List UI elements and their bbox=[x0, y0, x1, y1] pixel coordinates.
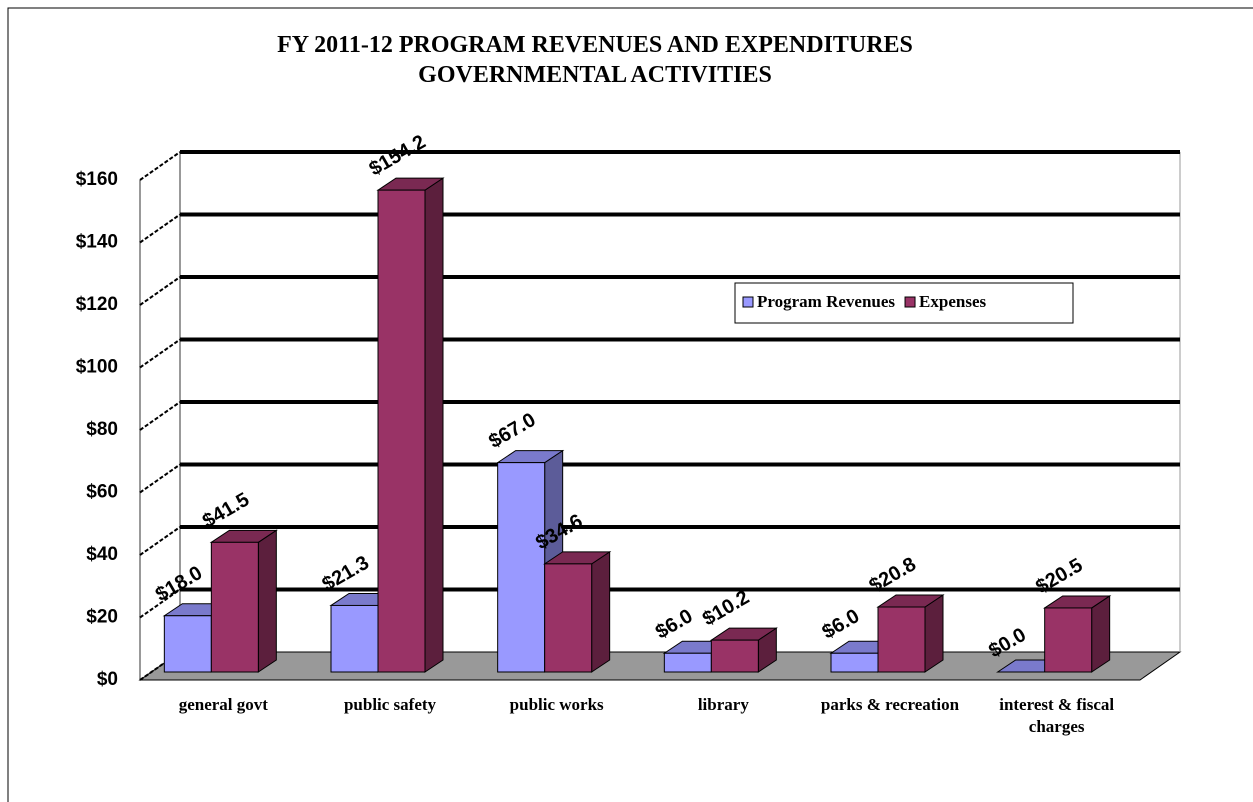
tick-mark bbox=[139, 151, 181, 181]
value-label: $6.0 bbox=[819, 605, 864, 644]
tick-mark bbox=[139, 463, 181, 494]
chart-title: FY 2011-12 PROGRAM REVENUES AND EXPENDIT… bbox=[277, 32, 913, 88]
bar bbox=[710, 639, 759, 673]
y-tick-label: $120 bbox=[76, 294, 118, 315]
legend-label: Expenses bbox=[919, 292, 986, 311]
tick-mark bbox=[139, 338, 181, 369]
bar bbox=[497, 462, 546, 673]
y-tick-label: $80 bbox=[86, 419, 118, 440]
value-label: $6.0 bbox=[652, 605, 697, 644]
y-tick-label: $100 bbox=[76, 357, 118, 378]
bar-group bbox=[496, 449, 565, 673]
bar-side bbox=[424, 177, 444, 673]
value-label: $20.5 bbox=[1032, 554, 1086, 598]
bar bbox=[1044, 607, 1093, 673]
y-tick-label: $0 bbox=[97, 669, 118, 690]
bar-group bbox=[876, 594, 945, 673]
bar-side bbox=[924, 594, 944, 673]
y-tick-label: $60 bbox=[86, 482, 118, 503]
tick-mark bbox=[139, 401, 181, 431]
legend-swatch bbox=[904, 296, 916, 308]
x-tick-label: parks & recreation bbox=[820, 695, 960, 714]
legend: Program Revenues Expenses bbox=[734, 282, 1074, 324]
bar bbox=[830, 652, 879, 673]
x-tick-label: general govt bbox=[178, 695, 268, 714]
bar-group bbox=[1043, 595, 1112, 673]
bar-group bbox=[709, 627, 778, 673]
bar bbox=[377, 189, 426, 673]
bar-group bbox=[543, 550, 612, 673]
x-tick-label: public works bbox=[509, 695, 604, 714]
x-tick-label: interest & fiscal charges bbox=[999, 695, 1115, 736]
legend-label: Program Revenues bbox=[757, 292, 895, 311]
frame bbox=[7, 7, 1253, 802]
bar-group bbox=[209, 529, 278, 673]
y-tick-label: $160 bbox=[76, 169, 118, 190]
y-tick-label: $40 bbox=[86, 544, 118, 565]
bar bbox=[330, 604, 379, 673]
legend-box bbox=[734, 282, 1074, 324]
bar-side bbox=[257, 529, 277, 673]
bar bbox=[877, 606, 926, 673]
legend-swatch bbox=[742, 296, 754, 308]
tick-mark bbox=[139, 588, 181, 619]
tick-mark bbox=[139, 213, 181, 244]
value-label: $67.0 bbox=[485, 409, 539, 453]
y-tick-label: $20 bbox=[86, 607, 118, 628]
bar-group bbox=[376, 177, 445, 673]
bar-side bbox=[1091, 595, 1111, 673]
tick-mark bbox=[139, 276, 181, 306]
bar bbox=[163, 615, 212, 673]
bar-side bbox=[591, 550, 611, 673]
x-tick-label: library bbox=[697, 695, 749, 714]
value-label: $10.2 bbox=[699, 586, 753, 630]
bar bbox=[210, 541, 259, 673]
value-label: $154.2 bbox=[366, 131, 430, 181]
bar bbox=[663, 652, 712, 673]
x-tick-label: public safety bbox=[343, 695, 437, 714]
y-tick-label: $140 bbox=[76, 232, 118, 253]
bar bbox=[544, 563, 593, 673]
tick-mark bbox=[139, 651, 181, 681]
tick-mark bbox=[139, 526, 181, 556]
